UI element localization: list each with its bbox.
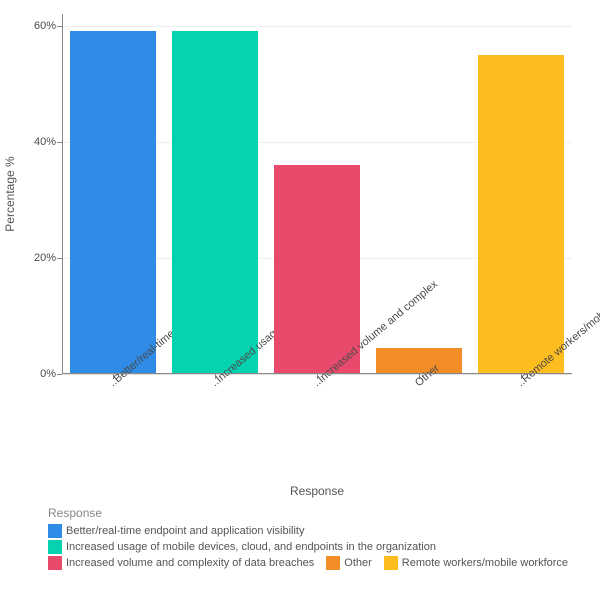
legend-item-other: Other xyxy=(326,556,372,570)
bar-slot-increased-mobile: Increased usage of mobile devi.. xyxy=(164,14,266,374)
legend-swatch-remote-workers xyxy=(384,556,398,570)
legend-label: Remote workers/mobile workforce xyxy=(402,557,568,569)
legend: Response Better/real-time endpoint and a… xyxy=(48,506,588,572)
y-axis-title: Percentage % xyxy=(3,156,17,231)
legend-label: Better/real-time endpoint and applicatio… xyxy=(66,525,304,537)
legend-label: Other xyxy=(344,557,372,569)
bar-remote-workers xyxy=(478,55,564,374)
bar-slot-increased-volume: Increased volume and complex.. xyxy=(266,14,368,374)
legend-label: Increased usage of mobile devices, cloud… xyxy=(66,541,436,553)
y-tick-label: 60% xyxy=(34,20,62,32)
bar-slot-remote-workers: Remote workers/mobile workf.. xyxy=(470,14,572,374)
legend-swatch-increased-mobile xyxy=(48,540,62,554)
bar-slot-better-real-time: Better/real-time end.. xyxy=(62,14,164,374)
legend-items: Better/real-time endpoint and applicatio… xyxy=(48,524,588,572)
legend-item-remote-workers: Remote workers/mobile workforce xyxy=(384,556,568,570)
y-tick-label: 20% xyxy=(34,252,62,264)
bar-slot-other: Other xyxy=(368,14,470,374)
bars-container: Better/real-time end..Increased usage of… xyxy=(62,14,572,374)
y-tick-label: 40% xyxy=(34,136,62,148)
legend-swatch-other xyxy=(326,556,340,570)
legend-label: Increased volume and complexity of data … xyxy=(66,557,314,569)
y-axis-line xyxy=(62,14,63,374)
x-axis-line xyxy=(62,373,572,374)
legend-swatch-increased-volume xyxy=(48,556,62,570)
legend-swatch-better-real-time xyxy=(48,524,62,538)
bar-increased-volume xyxy=(274,165,360,374)
legend-item-increased-mobile: Increased usage of mobile devices, cloud… xyxy=(48,540,436,554)
x-axis-title: Response xyxy=(290,484,344,498)
bar-increased-mobile xyxy=(172,31,258,374)
legend-title: Response xyxy=(48,506,588,520)
legend-item-better-real-time: Better/real-time endpoint and applicatio… xyxy=(48,524,304,538)
y-tick-label: 0% xyxy=(40,368,62,380)
bar-chart: Better/real-time end..Increased usage of… xyxy=(0,0,600,600)
plot-area: Better/real-time end..Increased usage of… xyxy=(62,14,572,374)
bar-other xyxy=(376,348,462,374)
legend-item-increased-volume: Increased volume and complexity of data … xyxy=(48,556,314,570)
bar-better-real-time xyxy=(70,31,156,374)
